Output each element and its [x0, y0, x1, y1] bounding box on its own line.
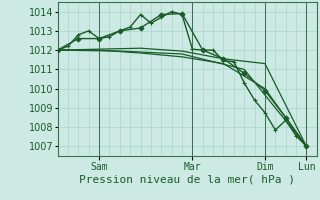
X-axis label: Pression niveau de la mer( hPa ): Pression niveau de la mer( hPa ): [79, 174, 295, 184]
